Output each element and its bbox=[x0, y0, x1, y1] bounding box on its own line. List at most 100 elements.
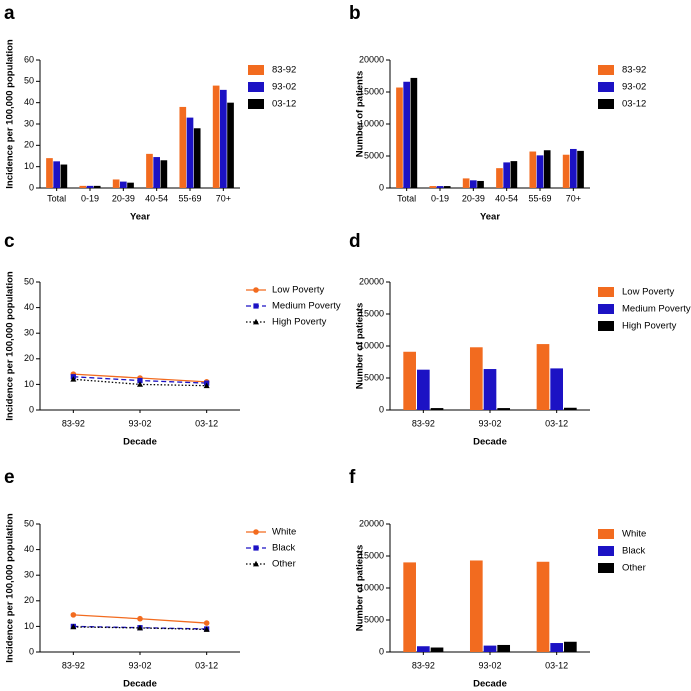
bar bbox=[153, 157, 160, 188]
bar bbox=[536, 155, 544, 188]
bar bbox=[396, 87, 403, 188]
y-tick-label: 40 bbox=[24, 302, 34, 312]
y-tick-label: 10000 bbox=[359, 582, 384, 592]
bar bbox=[562, 154, 570, 188]
bar bbox=[570, 148, 577, 188]
bar bbox=[417, 369, 430, 410]
legend-label: Medium Poverty bbox=[272, 301, 341, 312]
y-tick-label: 50 bbox=[24, 276, 34, 286]
x-tick-label: 0-19 bbox=[81, 193, 99, 203]
bar bbox=[483, 369, 497, 410]
bar bbox=[220, 89, 227, 188]
y-tick-label: 20000 bbox=[359, 54, 384, 64]
bar bbox=[462, 178, 470, 188]
legend-swatch bbox=[598, 99, 614, 109]
x-tick-label: 83-92 bbox=[412, 660, 435, 670]
bar bbox=[497, 644, 511, 652]
x-tick-label: 93-02 bbox=[478, 418, 501, 428]
panel-label: c bbox=[4, 231, 15, 252]
y-tick-label: 15000 bbox=[359, 308, 384, 318]
y-axis-title: Incidence per 100,000 population bbox=[5, 271, 16, 421]
bar bbox=[193, 128, 201, 188]
legend-marker bbox=[253, 318, 259, 325]
bar bbox=[79, 185, 87, 188]
x-tick-label: 70+ bbox=[566, 193, 581, 203]
legend-swatch bbox=[598, 546, 614, 556]
marker bbox=[137, 624, 143, 631]
bar bbox=[477, 180, 484, 188]
bar bbox=[160, 160, 168, 188]
bar bbox=[127, 182, 134, 188]
legend-label: 03-12 bbox=[272, 99, 296, 110]
x-tick-label: 03-12 bbox=[195, 418, 218, 428]
y-axis-title: Incidence per 100,000 population bbox=[5, 39, 16, 189]
y-tick-label: 10 bbox=[24, 621, 34, 631]
x-tick-label: 40-54 bbox=[495, 193, 518, 203]
bar bbox=[53, 161, 60, 188]
legend-label: High Poverty bbox=[622, 321, 677, 332]
legend-swatch bbox=[598, 65, 614, 75]
y-tick-label: 60 bbox=[24, 54, 34, 64]
legend-label: 03-12 bbox=[622, 99, 646, 110]
bar bbox=[430, 647, 444, 652]
x-axis-title: Year bbox=[480, 212, 500, 223]
y-tick-label: 20 bbox=[24, 595, 34, 605]
x-tick-label: 83-92 bbox=[62, 660, 85, 670]
legend-marker bbox=[253, 560, 259, 567]
x-tick-label: 83-92 bbox=[412, 418, 435, 428]
chart-panel: a 0 10 20 30 40 50 60 Incidence per 100,000 popu… bbox=[4, 3, 296, 223]
panel-label: b bbox=[349, 3, 361, 24]
x-tick-label: 20-39 bbox=[462, 193, 485, 203]
marker bbox=[137, 615, 143, 622]
marker bbox=[203, 382, 210, 389]
bar bbox=[483, 645, 497, 652]
legend-label: Medium Poverty bbox=[622, 304, 691, 315]
bar bbox=[510, 161, 518, 188]
x-tick-label: 03-12 bbox=[545, 418, 568, 428]
y-tick-label: 30 bbox=[24, 118, 34, 128]
y-tick-label: 0 bbox=[29, 646, 34, 656]
bar bbox=[429, 186, 437, 188]
bar bbox=[403, 81, 410, 188]
bar bbox=[410, 77, 418, 188]
legend-marker bbox=[253, 545, 259, 551]
x-tick-label: 93-02 bbox=[128, 660, 151, 670]
x-tick-label: 40-54 bbox=[145, 193, 168, 203]
legend-swatch bbox=[598, 529, 614, 539]
bar bbox=[403, 562, 416, 652]
bar bbox=[496, 168, 503, 188]
x-tick-label: 55-69 bbox=[528, 193, 551, 203]
y-tick-label: 15000 bbox=[359, 86, 384, 96]
bar bbox=[536, 561, 550, 652]
legend-label: White bbox=[622, 529, 646, 540]
x-tick-label: Total bbox=[47, 193, 66, 203]
legend-swatch bbox=[598, 82, 614, 92]
legend-swatch bbox=[598, 321, 614, 331]
x-tick-label: 0-19 bbox=[431, 193, 449, 203]
y-tick-label: 30 bbox=[24, 328, 34, 338]
x-tick-label: 03-12 bbox=[545, 660, 568, 670]
marker bbox=[70, 623, 77, 630]
y-axis-title: Incidence per 100,000 population bbox=[5, 513, 16, 663]
y-tick-label: 20000 bbox=[359, 276, 384, 286]
x-tick-label: Total bbox=[397, 193, 416, 203]
x-axis-title: Year bbox=[130, 212, 150, 223]
y-axis-title: Number of patients bbox=[355, 303, 366, 390]
chart-panel: d 0 5000 10000 15000 20000 Number of patients D… bbox=[349, 231, 691, 448]
bar bbox=[470, 180, 477, 188]
panel-label: f bbox=[349, 467, 356, 488]
legend-label: White bbox=[272, 527, 296, 538]
legend-label: 83-92 bbox=[622, 65, 646, 76]
y-tick-label: 50 bbox=[24, 76, 34, 86]
bar bbox=[550, 643, 563, 652]
y-tick-label: 10000 bbox=[359, 118, 384, 128]
legend-swatch bbox=[598, 304, 614, 314]
chart-panel: c 0 10 20 30 40 50 Incidence per 100,000 popula… bbox=[4, 231, 341, 448]
y-tick-label: 50 bbox=[24, 518, 34, 528]
bar bbox=[186, 117, 194, 188]
legend-label: 93-02 bbox=[622, 82, 646, 93]
y-tick-label: 20000 bbox=[359, 518, 384, 528]
bar bbox=[469, 347, 483, 410]
legend-swatch bbox=[248, 65, 264, 75]
